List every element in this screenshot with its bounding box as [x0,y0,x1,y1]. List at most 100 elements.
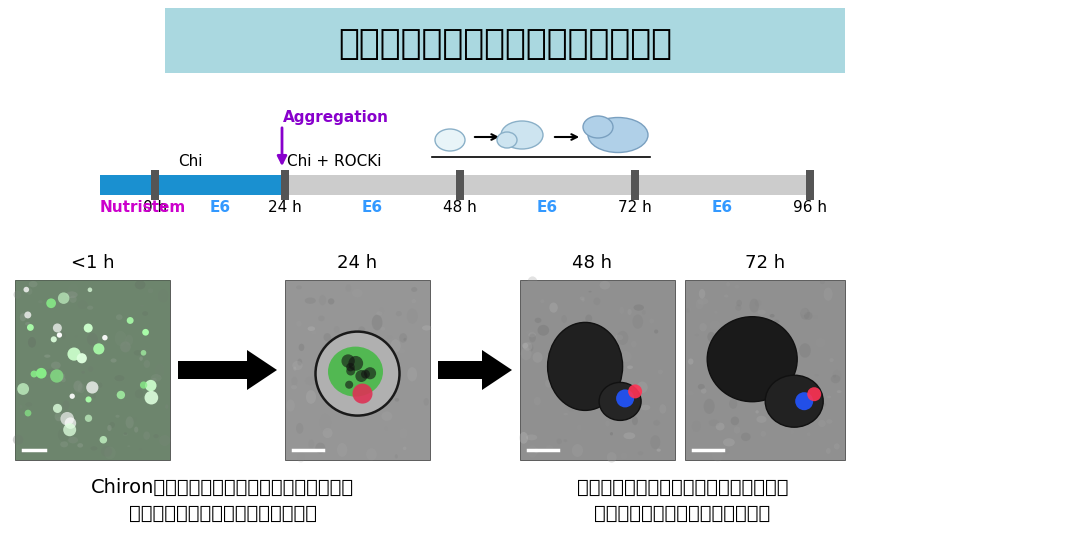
Ellipse shape [589,291,592,293]
Circle shape [628,384,642,398]
Bar [806,170,814,200]
Text: Chi: Chi [178,154,202,169]
Circle shape [53,404,62,413]
Ellipse shape [800,308,810,320]
Ellipse shape [836,342,842,353]
Circle shape [85,414,92,422]
Ellipse shape [817,403,826,407]
Ellipse shape [306,390,316,404]
Ellipse shape [698,384,705,390]
Ellipse shape [611,401,624,407]
Text: 72 h: 72 h [619,200,652,215]
Circle shape [93,343,104,355]
Ellipse shape [346,333,350,335]
Ellipse shape [638,451,643,455]
Ellipse shape [785,423,795,433]
Ellipse shape [60,332,66,340]
Ellipse shape [649,375,653,379]
Ellipse shape [423,398,429,406]
Ellipse shape [348,299,352,305]
Ellipse shape [77,351,84,355]
Ellipse shape [77,443,83,447]
Ellipse shape [707,317,797,402]
Ellipse shape [396,311,402,316]
Text: 0 h: 0 h [143,200,168,215]
Ellipse shape [726,282,730,287]
Circle shape [88,287,92,292]
Ellipse shape [400,333,407,343]
Ellipse shape [757,310,766,315]
Ellipse shape [703,399,714,414]
Ellipse shape [407,308,418,324]
Ellipse shape [558,364,563,369]
Ellipse shape [577,425,581,430]
Ellipse shape [322,428,333,438]
Ellipse shape [540,299,545,303]
Ellipse shape [68,437,78,444]
Ellipse shape [701,389,707,393]
Circle shape [352,384,373,404]
Circle shape [30,370,38,377]
Ellipse shape [795,381,803,388]
Circle shape [46,299,56,308]
Ellipse shape [55,412,62,421]
Ellipse shape [395,454,397,459]
Ellipse shape [632,416,638,425]
Ellipse shape [804,423,809,425]
Ellipse shape [329,372,336,384]
Text: E6: E6 [209,200,231,215]
Circle shape [25,312,31,319]
Ellipse shape [766,356,774,366]
Ellipse shape [44,355,50,358]
Ellipse shape [685,391,694,396]
Ellipse shape [141,305,144,307]
Ellipse shape [640,405,651,410]
Ellipse shape [569,349,581,357]
Ellipse shape [386,365,396,373]
Text: 自然に発生を続けてヒト胚になる: 自然に発生を続けてヒト胚になる [594,504,771,523]
Ellipse shape [775,359,783,365]
Ellipse shape [110,421,115,428]
Ellipse shape [825,304,830,307]
Bar [281,170,289,200]
Circle shape [102,335,107,341]
Ellipse shape [708,332,715,342]
Ellipse shape [734,426,740,433]
Ellipse shape [67,415,73,420]
Ellipse shape [355,344,360,350]
Circle shape [355,370,367,382]
Ellipse shape [799,343,811,358]
Circle shape [64,417,76,429]
Ellipse shape [124,432,127,435]
Circle shape [50,336,57,342]
Ellipse shape [583,116,613,138]
Ellipse shape [366,448,377,460]
Bar [15,280,170,460]
Ellipse shape [98,383,102,388]
Circle shape [25,410,31,417]
Bar [15,280,170,460]
Ellipse shape [151,378,157,382]
Text: 凝集して受精卵のような構造を作る: 凝集して受精卵のような構造を作る [129,504,317,523]
Ellipse shape [833,444,840,450]
Ellipse shape [358,326,365,335]
Ellipse shape [729,399,738,409]
Ellipse shape [61,378,66,382]
Ellipse shape [390,340,401,353]
Ellipse shape [101,446,112,457]
Ellipse shape [25,402,32,407]
Ellipse shape [128,445,130,447]
Ellipse shape [29,281,38,287]
Ellipse shape [88,366,93,372]
Ellipse shape [556,439,562,444]
Ellipse shape [143,349,147,350]
Circle shape [808,387,822,401]
Ellipse shape [599,382,641,420]
Ellipse shape [14,291,21,299]
Ellipse shape [384,427,388,431]
Ellipse shape [116,314,122,320]
Ellipse shape [297,309,304,319]
FancyBboxPatch shape [165,8,845,73]
Ellipse shape [315,371,324,379]
Ellipse shape [699,323,707,331]
